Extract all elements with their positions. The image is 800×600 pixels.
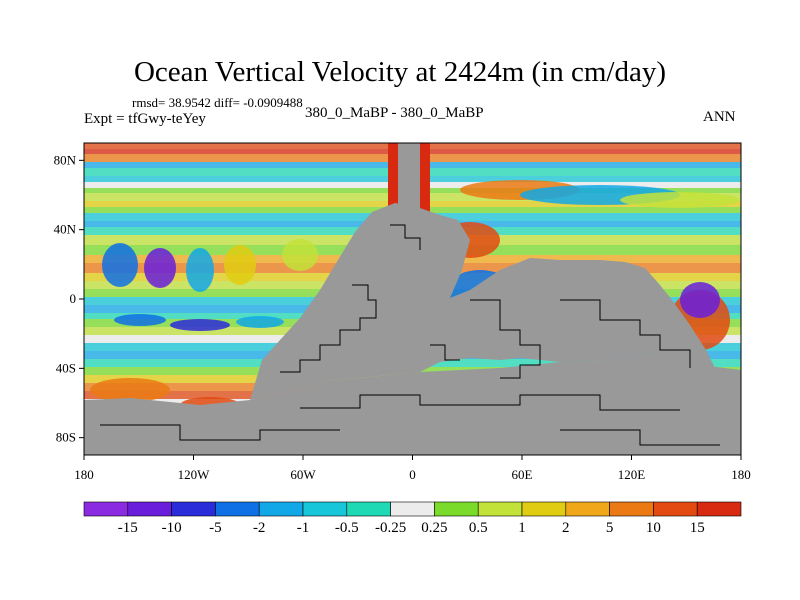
colorbar-label: 0.25 <box>421 520 447 536</box>
colorbar-swatch <box>302 501 348 517</box>
season-label: ANN <box>703 109 736 125</box>
colorbar-label: -2 <box>253 520 266 536</box>
colorbar-swatch <box>171 501 216 517</box>
colorbar-swatch <box>696 501 742 517</box>
land-north-block <box>398 143 420 212</box>
x-tick-label: 0 <box>409 467 416 482</box>
colorbar-swatch <box>127 501 172 517</box>
plot-title: Ocean Vertical Velocity at 2424m (in cm/… <box>133 56 667 88</box>
land-antarctica <box>84 352 741 455</box>
colorbar-swatch <box>477 501 523 517</box>
subtitle: 380_0_MaBP - 380_0_MaBP <box>305 105 484 121</box>
velocity-patch <box>680 282 720 318</box>
colorbar-label: -0.25 <box>375 520 406 536</box>
colorbar: -15 -10 -5 -2 -1 -0.5 -0.25 0.25 0.5 1 2 5 10 15 <box>83 501 742 536</box>
coastline-outlines <box>100 224 720 446</box>
colorbar-swatch <box>609 501 654 517</box>
colorbar-label: -10 <box>162 520 182 536</box>
x-tick-label: 60W <box>290 467 316 482</box>
colorbar-label: -1 <box>297 520 310 536</box>
y-tick-label: 80S <box>56 430 76 445</box>
colorbar-swatch <box>83 501 129 517</box>
colorbar-label: -0.5 <box>335 520 359 536</box>
velocity-patch <box>102 243 138 287</box>
velocity-patch <box>186 248 214 292</box>
colorbar-label: 1 <box>518 520 526 536</box>
longitude-axis: 180 120W 60W 0 60E 120E 180 <box>74 455 751 482</box>
velocity-patch <box>282 239 318 271</box>
velocity-patch <box>388 143 398 213</box>
colorbar-swatch <box>258 501 304 517</box>
y-tick-label: 40N <box>54 222 77 237</box>
velocity-patch <box>144 248 176 288</box>
colorbar-label: 15 <box>690 520 705 536</box>
y-tick-label: 40S <box>56 360 76 375</box>
x-tick-label: 120E <box>618 467 646 482</box>
velocity-patch <box>420 143 430 213</box>
colorbar-swatch <box>346 501 391 517</box>
colorbar-label: 0.5 <box>469 520 488 536</box>
x-tick-label: 120W <box>178 467 211 482</box>
velocity-patch <box>90 378 170 402</box>
colorbar-swatch <box>390 501 435 517</box>
velocity-patch <box>236 316 284 328</box>
colorbar-label: 2 <box>562 520 570 536</box>
colorbar-label: -15 <box>118 520 138 536</box>
colorbar-swatch <box>565 501 610 517</box>
velocity-patch <box>170 319 230 331</box>
x-tick-label: 180 <box>731 467 751 482</box>
colorbar-swatch <box>434 501 479 517</box>
y-tick-label: 80N <box>54 152 77 167</box>
velocity-patch <box>620 192 740 208</box>
colorbar-label: -5 <box>209 520 222 536</box>
land-supercontinent <box>250 203 715 400</box>
x-tick-label: 60E <box>512 467 533 482</box>
colorbar-swatch <box>521 501 567 517</box>
x-tick-label: 180 <box>74 467 94 482</box>
latitude-axis: 80N 40N 0 40S 80S <box>54 152 84 445</box>
land-mask <box>84 143 741 455</box>
colorbar-label: 5 <box>606 520 614 536</box>
experiment-label: Expt = tfGwy-teYey <box>84 111 206 127</box>
velocity-patch <box>114 314 166 326</box>
y-tick-label: 0 <box>70 291 77 306</box>
map-area <box>84 143 741 455</box>
colorbar-label: 10 <box>646 520 661 536</box>
velocity-patch <box>224 245 256 285</box>
colorbar-swatch <box>653 501 698 517</box>
stats-line: rmsd= 38.9542 diff= -0.0909488 <box>132 95 303 110</box>
colorbar-swatch <box>215 501 260 517</box>
